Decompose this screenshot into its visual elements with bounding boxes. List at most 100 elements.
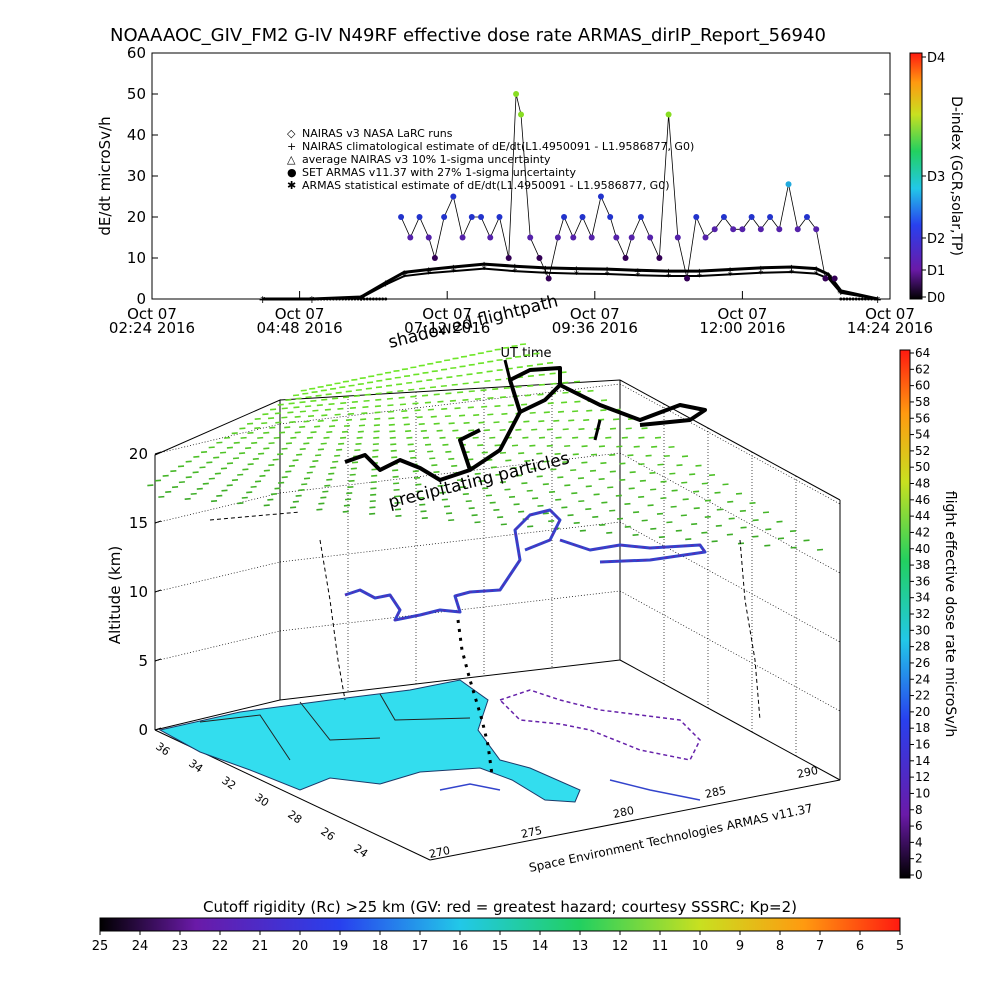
- particle-marker: [560, 401, 568, 404]
- particle-marker: [454, 407, 461, 410]
- particle-marker: [254, 480, 262, 483]
- particle-marker: [356, 436, 363, 439]
- particle-marker: [247, 431, 254, 435]
- armas-measurement-point: [822, 275, 829, 282]
- particle-marker: [288, 402, 295, 405]
- particle-marker: [487, 360, 494, 363]
- x-tick-label-time: 14:24 2016: [847, 319, 933, 337]
- particle-marker: [223, 436, 231, 439]
- particle-marker: [431, 370, 438, 373]
- particle-marker: [463, 421, 470, 425]
- dose-rate-tick-label: 46: [915, 493, 930, 507]
- particle-marker: [460, 355, 468, 358]
- cutoff-tick-label: 11: [652, 939, 669, 954]
- series-marker-1: *: [728, 270, 733, 281]
- particle-marker: [436, 429, 443, 432]
- particle-marker: [303, 477, 311, 480]
- particle-marker: [660, 497, 667, 500]
- altitude-tick-mark: [154, 727, 162, 731]
- particle-marker: [251, 441, 258, 445]
- particle-marker: [309, 387, 316, 390]
- particle-marker: [445, 392, 452, 395]
- armas-measurement-point: [702, 234, 709, 241]
- particle-marker: [567, 514, 574, 517]
- particle-marker: [254, 426, 261, 430]
- particle-marker: [564, 484, 571, 487]
- particle-marker: [452, 357, 459, 360]
- particle-marker: [735, 492, 743, 495]
- x-tick-label-time: 09:36 2016: [552, 319, 638, 337]
- particle-marker: [574, 400, 581, 403]
- particle-marker: [422, 371, 429, 374]
- particle-marker: [355, 388, 362, 392]
- particle-marker: [708, 473, 716, 477]
- cutoff-tick-label: 5: [896, 939, 904, 954]
- particle-marker: [445, 512, 453, 515]
- armas-measurement-point: [831, 275, 838, 282]
- particle-marker: [372, 449, 379, 452]
- series-marker-0: +: [511, 262, 519, 273]
- particle-marker: [351, 378, 358, 381]
- particle-marker: [245, 447, 252, 450]
- particle-marker: [456, 478, 464, 482]
- particle-marker: [728, 517, 735, 520]
- particle-marker: [716, 508, 723, 511]
- particle-marker: [410, 366, 417, 369]
- particle-marker: [184, 497, 191, 501]
- dose-rate-tick-label: 18: [915, 721, 930, 735]
- particle-marker: [701, 531, 708, 534]
- particle-marker: [421, 516, 428, 520]
- particle-marker: [490, 466, 497, 469]
- particle-marker: [239, 427, 246, 430]
- particle-marker: [546, 361, 554, 364]
- particle-marker: [358, 424, 366, 427]
- particle-marker: [208, 477, 215, 480]
- particle-marker: [372, 443, 379, 446]
- armas-measurement-point: [416, 214, 423, 220]
- d-index-tick-label: D4: [927, 51, 945, 66]
- cutoff-tick-label: 16: [452, 939, 469, 954]
- particle-marker: [503, 346, 510, 349]
- particle-marker: [483, 429, 490, 432]
- particle-marker: [292, 459, 299, 462]
- particle-marker: [281, 407, 288, 410]
- left-wall-gridline: [154, 492, 281, 524]
- particle-marker: [317, 448, 324, 451]
- particle-marker: [328, 472, 335, 475]
- x-tick-label-date: Oct 07: [570, 305, 620, 323]
- particle-marker: [473, 381, 480, 384]
- armas-measurement-point: [720, 214, 727, 220]
- particle-marker: [407, 443, 414, 446]
- particle-marker: [433, 393, 440, 396]
- particle-marker: [462, 493, 469, 496]
- particle-marker: [200, 451, 208, 454]
- particle-marker: [219, 451, 227, 454]
- particle-marker: [550, 382, 557, 385]
- particle-marker: [300, 389, 307, 392]
- particle-marker: [314, 425, 321, 428]
- particle-marker: [307, 415, 315, 418]
- particle-marker: [214, 472, 221, 475]
- particle-marker: [165, 490, 172, 493]
- particle-marker: [202, 482, 209, 485]
- cutoff-tick-label: 19: [332, 939, 349, 954]
- particle-marker: [505, 459, 512, 462]
- dose-rate-tick-label: 16: [915, 738, 930, 752]
- particle-marker: [543, 411, 550, 414]
- particle-marker: [501, 412, 508, 416]
- particle-marker: [641, 427, 648, 430]
- particle-marker: [394, 508, 402, 511]
- particle-marker: [681, 481, 688, 484]
- particle-marker: [415, 483, 422, 486]
- particle-marker: [361, 412, 368, 415]
- shadowed-flightpath-branch: [503, 359, 602, 441]
- left-wall-gridline: [154, 630, 281, 662]
- x-tick-label-time: 07:12 2016: [404, 319, 490, 337]
- particle-marker: [514, 355, 522, 358]
- particle-marker: [600, 462, 607, 465]
- particle-marker: [350, 467, 357, 470]
- particle-marker: [647, 504, 654, 507]
- particle-marker: [499, 396, 507, 399]
- baseline-point: [365, 297, 369, 301]
- dose-rate-tick-label: 12: [915, 770, 930, 784]
